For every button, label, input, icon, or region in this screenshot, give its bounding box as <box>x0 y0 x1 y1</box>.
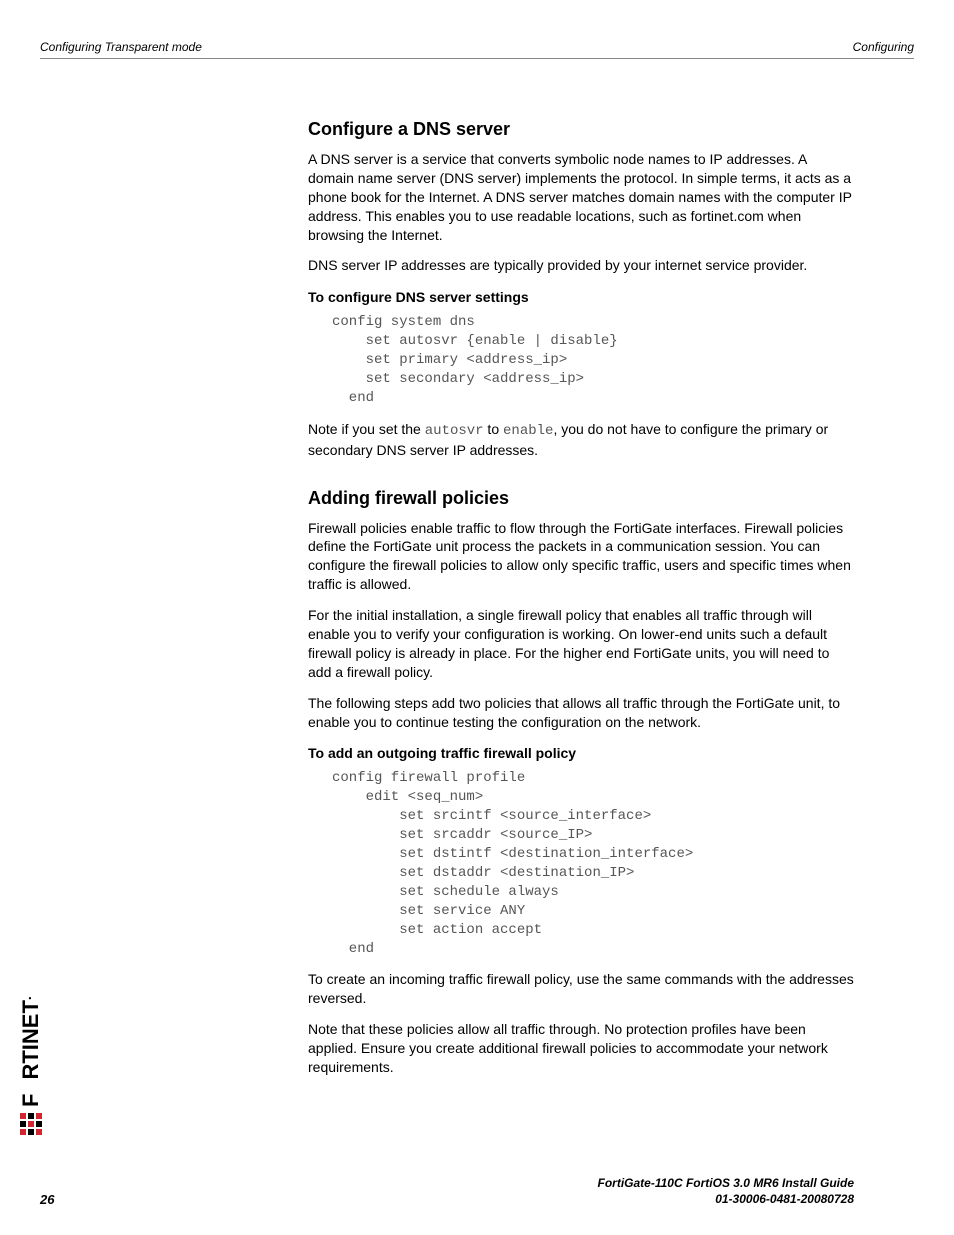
page-header: Configuring Transparent mode Configuring <box>0 0 954 58</box>
section1-note: Note if you set the autosvr to enable, y… <box>308 420 854 460</box>
page-footer: FortiGate-110C FortiOS 3.0 MR6 Install G… <box>0 1175 954 1207</box>
header-right: Configuring <box>853 40 914 54</box>
note-pre: Note if you set the <box>308 421 425 437</box>
section2-p3: The following steps add two policies tha… <box>308 694 854 732</box>
note-code1: autosvr <box>425 423 484 439</box>
note-mid: to <box>484 421 503 437</box>
main-content: Configure a DNS server A DNS server is a… <box>308 59 854 1077</box>
section1-sub1: To configure DNS server settings <box>308 289 854 305</box>
footer-line2: 01-30006-0481-20080728 <box>40 1191 854 1207</box>
section1-p1: A DNS server is a service that converts … <box>308 150 854 244</box>
section1-p2: DNS server IP addresses are typically pr… <box>308 256 854 275</box>
section1-title: Configure a DNS server <box>308 119 854 140</box>
section2-p2: For the initial installation, a single f… <box>308 606 854 682</box>
header-left: Configuring Transparent mode <box>40 40 202 54</box>
section2-code1: config firewall profile edit <seq_num> s… <box>332 769 854 958</box>
section2-title: Adding firewall policies <box>308 488 854 509</box>
footer-line1: FortiGate-110C FortiOS 3.0 MR6 Install G… <box>40 1175 854 1191</box>
header-rule <box>40 58 914 59</box>
section2-p4: To create an incoming traffic firewall p… <box>308 970 854 1008</box>
fortinet-logo: FRTINET. <box>18 996 44 1135</box>
section2-p5: Note that these policies allow all traff… <box>308 1020 854 1077</box>
section2-sub1: To add an outgoing traffic firewall poli… <box>308 745 854 761</box>
section1-code1: config system dns set autosvr {enable | … <box>332 313 854 407</box>
page-number: 26 <box>40 1192 54 1207</box>
fortinet-logo-icon <box>20 1113 42 1135</box>
note-code2: enable <box>503 423 553 439</box>
section2-p1: Firewall policies enable traffic to flow… <box>308 519 854 595</box>
fortinet-logo-text: FRTINET. <box>18 996 44 1107</box>
